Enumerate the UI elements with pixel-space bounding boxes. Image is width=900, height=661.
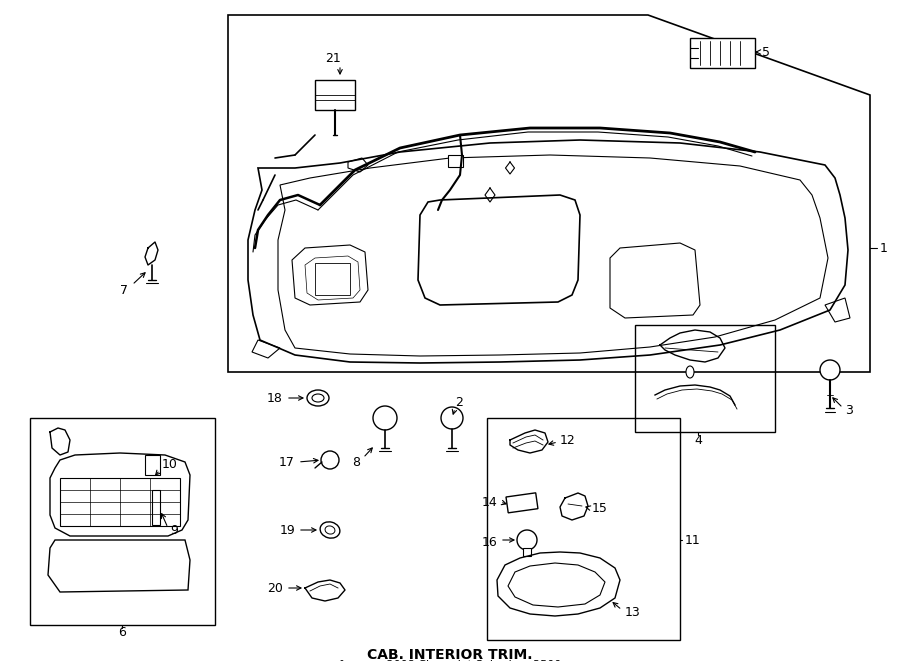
Text: 15: 15 (592, 502, 608, 514)
Bar (635, 325, 775, 432)
Text: 13: 13 (625, 605, 641, 619)
Text: 7: 7 (120, 284, 128, 297)
Text: for your 2008 Chevrolet Suburban 2500: for your 2008 Chevrolet Suburban 2500 (339, 660, 561, 661)
Bar (30, 418, 215, 625)
Bar (152, 490, 160, 525)
Text: 6: 6 (118, 625, 126, 639)
Bar (523, 548, 531, 556)
Circle shape (820, 360, 840, 380)
Ellipse shape (320, 522, 340, 538)
Text: 1: 1 (880, 241, 888, 254)
Bar (448, 155, 463, 167)
Text: 9: 9 (170, 524, 178, 537)
Bar (487, 418, 680, 640)
Text: 10: 10 (162, 459, 178, 471)
Text: 19: 19 (279, 524, 295, 537)
Circle shape (441, 407, 463, 429)
Text: 3: 3 (845, 403, 853, 416)
Bar (315, 263, 350, 295)
Text: 11: 11 (685, 533, 701, 547)
Text: 12: 12 (560, 434, 576, 446)
Ellipse shape (325, 526, 335, 534)
Bar (60, 478, 180, 526)
Text: 18: 18 (267, 391, 283, 405)
Ellipse shape (686, 366, 694, 378)
Text: 17: 17 (279, 455, 295, 469)
Text: CAB. INTERIOR TRIM.: CAB. INTERIOR TRIM. (367, 648, 533, 661)
Bar (690, 38, 755, 68)
Text: 5: 5 (762, 46, 770, 59)
Circle shape (321, 451, 339, 469)
Text: 4: 4 (694, 434, 702, 446)
Text: 20: 20 (267, 582, 283, 594)
Bar (145, 455, 160, 475)
Ellipse shape (312, 394, 324, 402)
Bar (506, 493, 538, 513)
Text: 14: 14 (482, 496, 497, 508)
Circle shape (373, 406, 397, 430)
Bar (315, 80, 355, 110)
Text: 8: 8 (352, 455, 360, 469)
Circle shape (517, 530, 537, 550)
Text: 21: 21 (325, 52, 341, 65)
Ellipse shape (307, 390, 329, 406)
Text: 2: 2 (455, 395, 463, 408)
Text: 16: 16 (482, 535, 497, 549)
